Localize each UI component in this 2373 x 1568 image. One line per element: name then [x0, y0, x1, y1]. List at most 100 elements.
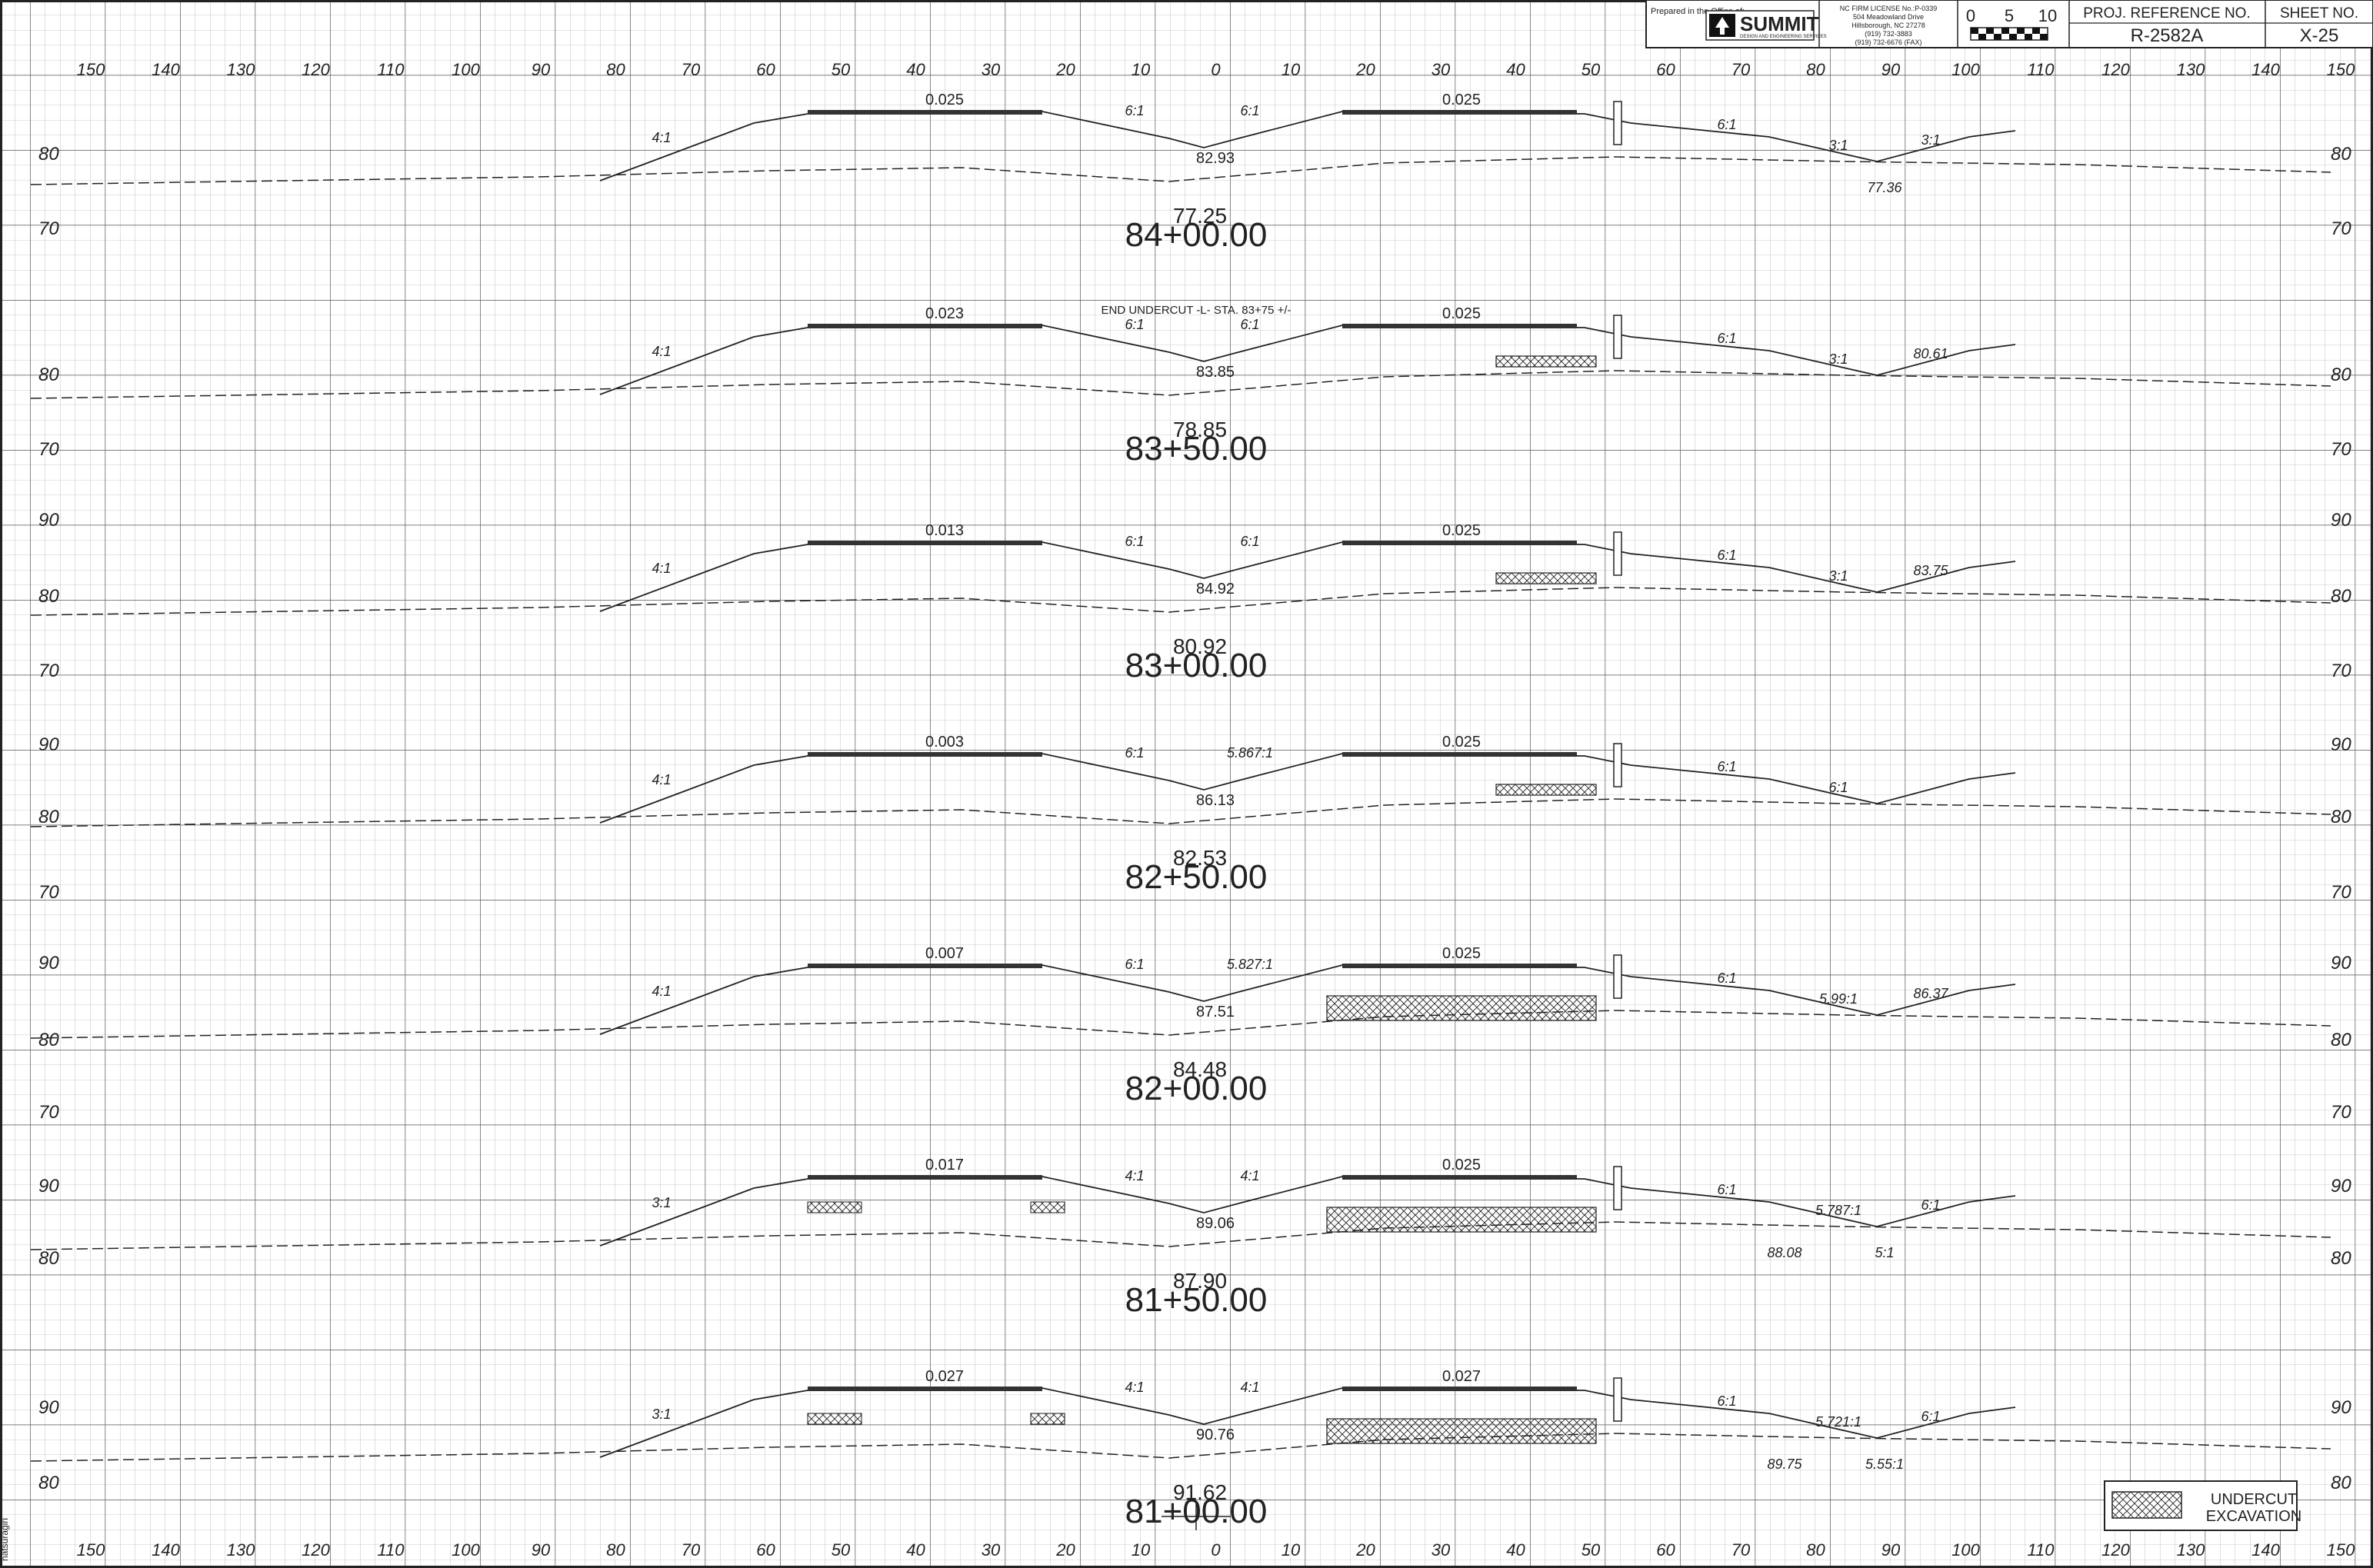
guardrail-post	[1613, 954, 1622, 999]
elev-label-left: 90	[38, 734, 59, 755]
sheet-no-value: X-25	[2300, 25, 2339, 46]
elev-label-left: 90	[38, 510, 59, 531]
slope-annotation: 6:1	[1125, 745, 1144, 761]
undercut-excavation-area	[1495, 355, 1597, 368]
station-label: 84+00.00	[1125, 216, 1268, 254]
elev-label-right: 70	[2331, 1102, 2351, 1123]
elev-label-left: 70	[38, 882, 59, 903]
elev-label-right: 90	[2331, 953, 2351, 974]
slope-annotation: 4:1	[652, 984, 671, 999]
offset-label-bottom: 20	[1055, 1540, 1075, 1560]
slope-annotation: 6:1	[1125, 317, 1144, 332]
right-cross-slope: 0.027	[1442, 1368, 1481, 1385]
slope-annotation: 6:1	[1717, 1393, 1736, 1409]
elev-label-left: 70	[38, 661, 59, 681]
offset-label-bottom: 50	[1581, 1540, 1601, 1560]
elev-label-right: 70	[2331, 661, 2351, 681]
slope-annotation: 6:1	[1240, 534, 1259, 549]
slope-annotation: 86.37	[1913, 986, 1948, 1001]
existing-ground-line	[30, 370, 2331, 399]
offset-label-top: 50	[832, 60, 851, 79]
undercut-excavation-area	[807, 1201, 862, 1213]
sections-group: 80 80 70 70 0.025 0.025 82.93 4:1 6:1 6:1 6:1 3:1 3:…	[30, 92, 2351, 1530]
slope-annotation: 4:1	[652, 561, 671, 576]
offset-label-bottom: 60	[1656, 1540, 1675, 1560]
offset-label-bottom: 120	[302, 1540, 330, 1560]
slope-annotation: 89.75	[1767, 1456, 1802, 1472]
offset-label-top: 40	[906, 60, 925, 79]
elev-label-left: 80	[38, 1248, 59, 1269]
offset-label-bottom: 130	[2177, 1540, 2205, 1560]
undercut-excavation-area	[1326, 1207, 1597, 1233]
elev-label-right: 80	[2331, 365, 2351, 385]
scale-bar	[1970, 27, 2048, 41]
elev-label-right: 80	[2331, 1248, 2351, 1269]
existing-ground-line	[30, 587, 2331, 616]
proj-ref-label: PROJ. REFERENCE NO.	[2083, 5, 2250, 22]
offset-label-bottom: 120	[2101, 1540, 2130, 1560]
station-elevation: 82.53	[1173, 846, 1227, 870]
station-label: 81+50.00	[1125, 1281, 1268, 1319]
offset-label-top: 100	[1951, 60, 1980, 79]
cross-section-83+50.00: 80 80 70 70 0.023 0.025 83.85 4:1 6:1 6:1 6:1 3:1 80…	[30, 304, 2351, 468]
centerline-elevation: 83.85	[1196, 364, 1235, 381]
proj-ref-value: R-2582A	[2131, 25, 2204, 46]
right-cross-slope: 0.025	[1442, 1157, 1481, 1174]
undercut-swatch	[2111, 1491, 2182, 1519]
legend-line-1: UNDERCUT	[2211, 1491, 2297, 1508]
elev-label-right: 80	[2331, 1030, 2351, 1050]
slope-annotation: 3:1	[652, 1195, 671, 1210]
offset-axis-bottom: 150 140 130 120 110 100 90 80 70 60 50 40 30 20 10 0 10 2…	[77, 1540, 2355, 1560]
slope-annotation: 4:1	[1240, 1380, 1259, 1395]
elev-label-right: 70	[2331, 439, 2351, 460]
right-pavement	[1342, 1175, 1577, 1180]
cross-section-81+50.00: 90 90 80 80 0.017 0.025 89.06 3:1 4:1 4:1 6:1 5.787…	[30, 1157, 2351, 1319]
offset-label-top: 70	[1731, 60, 1751, 79]
station-elevation: 84.48	[1173, 1057, 1227, 1081]
station-elevation: 77.25	[1173, 204, 1227, 228]
elev-label-left: 70	[38, 439, 59, 460]
license-line-4: (919) 732-6676 (FAX)	[1855, 38, 1921, 46]
offset-label-bottom: 80	[606, 1540, 625, 1560]
right-cross-slope: 0.025	[1442, 945, 1481, 962]
legend: UNDERCUT EXCAVATION	[2104, 1480, 2301, 1531]
slope-annotation: 6:1	[1717, 1182, 1736, 1197]
slope-annotation: 6:1	[1717, 331, 1736, 346]
offset-label-top: 20	[1355, 60, 1375, 79]
slope-annotation: 6:1	[1240, 317, 1259, 332]
offset-label-top: 80	[1806, 60, 1825, 79]
offset-label-bottom: 140	[2251, 1540, 2280, 1560]
left-cross-slope: 0.027	[925, 1368, 964, 1385]
elev-label-left: 80	[38, 586, 59, 607]
slope-annotation: 5.827:1	[1227, 957, 1273, 972]
license-line-1: 504 Meadowland Drive	[1853, 13, 1924, 21]
centerline-mark	[1162, 1503, 1231, 1530]
right-cross-slope: 0.025	[1442, 734, 1481, 751]
slope-annotation: 4:1	[1240, 1168, 1259, 1183]
offset-label-bottom: 20	[1355, 1540, 1375, 1560]
guardrail-post	[1613, 101, 1622, 145]
existing-ground-line	[30, 1221, 2331, 1250]
offset-label-bottom: 40	[1506, 1540, 1525, 1560]
offset-label-top: 130	[227, 60, 255, 79]
slope-annotation: 6:1	[1125, 534, 1144, 549]
slope-annotation: 6:1	[1921, 1409, 1940, 1424]
offset-label-bottom: 30	[982, 1540, 1001, 1560]
offset-label-top: 40	[1506, 60, 1525, 79]
right-pavement	[1342, 541, 1577, 545]
elev-label-right: 90	[2331, 510, 2351, 531]
offset-label-top: 140	[2251, 60, 2280, 79]
license-line-0: NC FIRM LICENSE No.:P-0339	[1840, 5, 1938, 12]
elev-label-left: 90	[38, 1176, 59, 1197]
undercut-excavation-area	[1495, 572, 1597, 584]
guardrail-post	[1613, 531, 1622, 576]
offset-label-top: 10	[1281, 60, 1301, 79]
offset-label-top: 140	[152, 60, 180, 79]
title-block: Prepared in the Office of: SUMMIT DESIGN…	[1645, 0, 2373, 48]
firm-name: SUMMIT	[1740, 12, 1819, 35]
guardrail-post	[1613, 1377, 1622, 1422]
scale-label-5: 5	[2005, 6, 2014, 25]
centerline-elevation: 86.13	[1196, 792, 1235, 809]
offset-label-top: 110	[377, 60, 405, 79]
